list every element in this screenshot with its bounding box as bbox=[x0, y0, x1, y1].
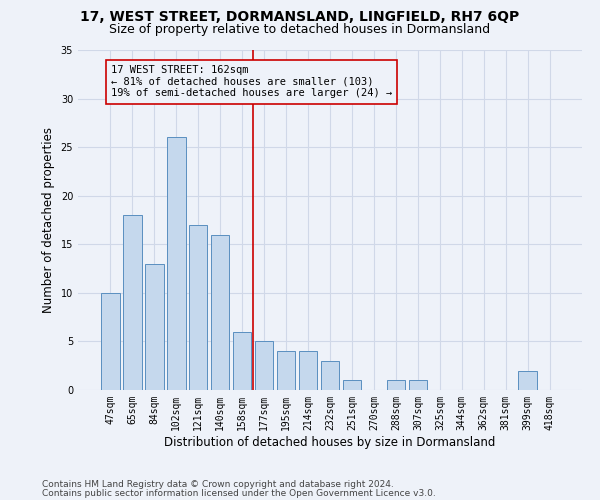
Text: 17 WEST STREET: 162sqm
← 81% of detached houses are smaller (103)
19% of semi-de: 17 WEST STREET: 162sqm ← 81% of detached… bbox=[111, 66, 392, 98]
Bar bbox=[343, 380, 361, 390]
Text: Contains HM Land Registry data © Crown copyright and database right 2024.: Contains HM Land Registry data © Crown c… bbox=[42, 480, 394, 489]
Bar bbox=[167, 138, 185, 390]
Text: Contains public sector information licensed under the Open Government Licence v3: Contains public sector information licen… bbox=[42, 489, 436, 498]
Bar bbox=[189, 225, 208, 390]
Bar bbox=[320, 361, 340, 390]
Bar bbox=[409, 380, 427, 390]
Bar bbox=[123, 215, 142, 390]
Bar bbox=[518, 370, 537, 390]
X-axis label: Distribution of detached houses by size in Dormansland: Distribution of detached houses by size … bbox=[164, 436, 496, 448]
Bar bbox=[233, 332, 251, 390]
Text: 17, WEST STREET, DORMANSLAND, LINGFIELD, RH7 6QP: 17, WEST STREET, DORMANSLAND, LINGFIELD,… bbox=[80, 10, 520, 24]
Bar bbox=[211, 234, 229, 390]
Bar bbox=[299, 351, 317, 390]
Y-axis label: Number of detached properties: Number of detached properties bbox=[42, 127, 55, 313]
Bar bbox=[386, 380, 405, 390]
Bar bbox=[101, 293, 119, 390]
Text: Size of property relative to detached houses in Dormansland: Size of property relative to detached ho… bbox=[109, 22, 491, 36]
Bar bbox=[145, 264, 164, 390]
Bar bbox=[255, 342, 274, 390]
Bar bbox=[277, 351, 295, 390]
